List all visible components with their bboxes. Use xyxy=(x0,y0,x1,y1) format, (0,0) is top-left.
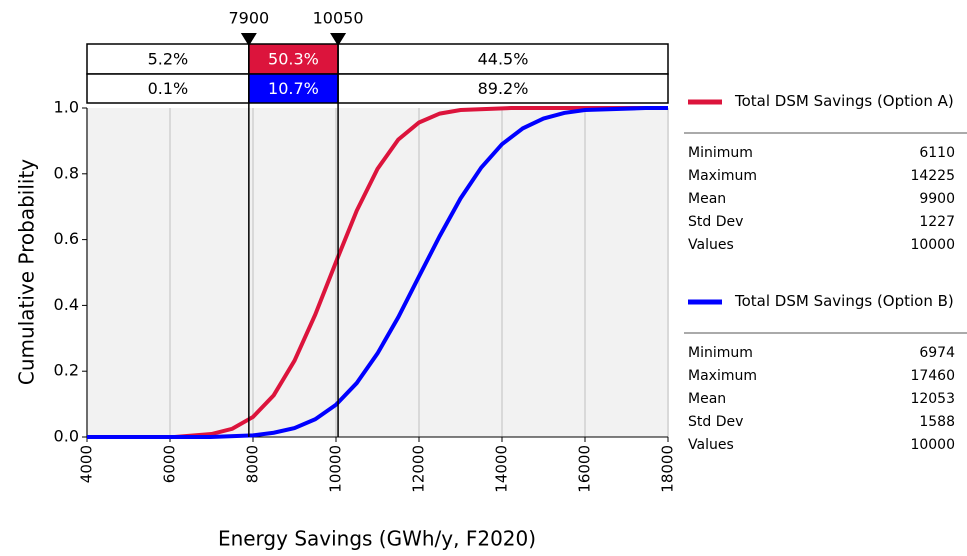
x-tick-label: 14000 xyxy=(493,445,511,493)
stat-label: Values xyxy=(688,437,734,453)
band-label: 5.2% xyxy=(148,50,189,69)
y-tick-label: 0.6 xyxy=(54,229,79,248)
stat-label: Mean xyxy=(688,191,726,207)
stat-label: Maximum xyxy=(688,168,757,184)
stat-value: 9900 xyxy=(919,191,955,207)
band-cell xyxy=(86,73,250,104)
y-axis-title: Cumulative Probability xyxy=(15,159,39,385)
x-tick-label: 12000 xyxy=(410,445,428,493)
stat-label: Minimum xyxy=(688,145,753,161)
y-tick-label: 0.8 xyxy=(54,163,79,182)
band-label: 89.2% xyxy=(478,79,529,98)
stat-label: Minimum xyxy=(688,345,753,361)
stat-label: Maximum xyxy=(688,368,757,384)
stat-label: Values xyxy=(688,237,734,253)
x-tick-label: 18000 xyxy=(659,445,677,493)
y-tick-label: 0.4 xyxy=(54,295,79,314)
stat-label: Std Dev xyxy=(688,214,743,230)
y-tick-label: 0.0 xyxy=(54,427,79,446)
band-label: 0.1% xyxy=(148,79,189,98)
stat-value: 10000 xyxy=(910,237,955,253)
y-tick-label: 0.2 xyxy=(54,361,79,380)
x-tick-label: 4000 xyxy=(78,445,96,483)
x-tick-label: 16000 xyxy=(576,445,594,493)
legend-label: Total DSM Savings (Option A) xyxy=(735,92,954,110)
stat-value: 17460 xyxy=(910,368,955,384)
marker-triangle xyxy=(240,33,257,46)
plot-area xyxy=(87,108,668,437)
legend-label: Total DSM Savings (Option B) xyxy=(735,292,954,310)
stat-label: Mean xyxy=(688,391,726,407)
stat-value: 1227 xyxy=(919,214,955,230)
cdf-line xyxy=(87,106,668,439)
y-tick-label: 1.0 xyxy=(54,98,79,117)
band-label: 50.3% xyxy=(268,50,319,69)
band-cell xyxy=(337,73,669,104)
x-tick-label: 10000 xyxy=(327,445,345,493)
stat-value: 10000 xyxy=(910,437,955,453)
stat-value: 12053 xyxy=(910,391,955,407)
band-label: 10.7% xyxy=(268,79,319,98)
band-label: 44.5% xyxy=(478,50,529,69)
stat-label: Std Dev xyxy=(688,414,743,430)
stat-value: 6110 xyxy=(919,145,955,161)
x-tick-label: 6000 xyxy=(161,445,179,483)
x-tick-label: 8000 xyxy=(244,445,262,483)
stat-value: 6974 xyxy=(919,345,955,361)
stat-value: 14225 xyxy=(910,168,955,184)
marker-label: 10050 xyxy=(313,9,364,28)
x-axis-title: Energy Savings (GWh/y, F2020) xyxy=(218,527,536,551)
stat-value: 1588 xyxy=(919,414,955,430)
marker-label: 7900 xyxy=(228,9,269,28)
marker-triangle xyxy=(330,33,347,46)
cdf-line xyxy=(87,106,668,439)
